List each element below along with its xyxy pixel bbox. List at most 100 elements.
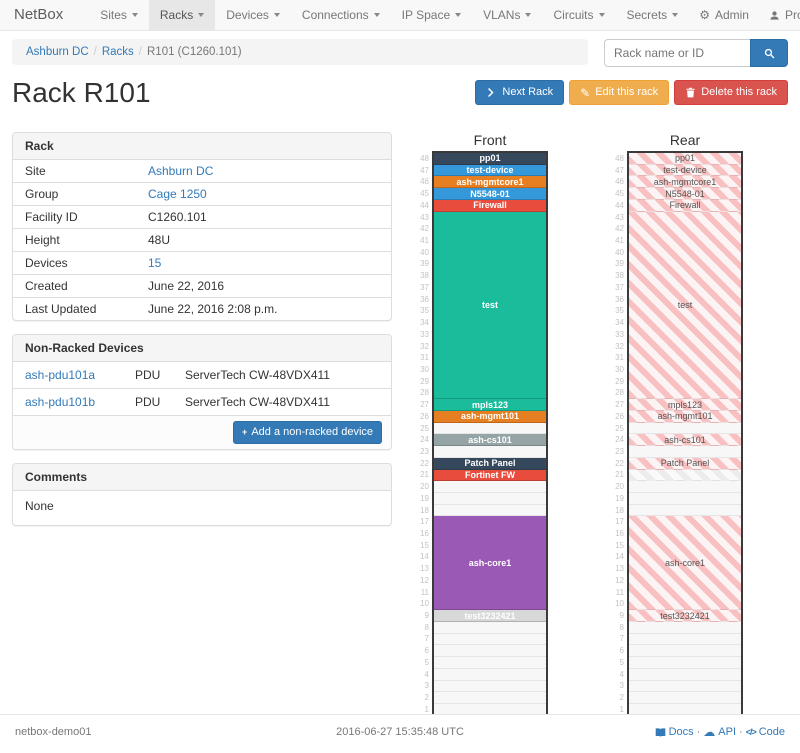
chevron-down-icon — [525, 13, 532, 17]
rack-device-slot[interactable]: Firewall — [629, 199, 741, 212]
rack-empty-slot — [629, 633, 741, 646]
unit-number: 43 — [615, 212, 624, 222]
rack-empty-slot — [629, 504, 741, 517]
comments-body: None — [25, 499, 54, 514]
rack-device-slot[interactable]: test3232421 — [434, 610, 546, 622]
search-button[interactable] — [750, 39, 788, 67]
breadcrumb-separator: / — [138, 46, 142, 58]
rack-device-slot[interactable]: ash-mgmt101 — [434, 410, 546, 423]
rack-device-slot[interactable]: test — [629, 211, 741, 400]
unit-number: 16 — [420, 529, 429, 538]
nav-item-circuits[interactable]: Circuits — [542, 0, 615, 30]
nav-item-secrets[interactable]: Secrets — [616, 0, 690, 30]
front-elevation-title: Front — [473, 132, 507, 148]
rack-device-slot[interactable]: test — [434, 211, 546, 400]
nav-item-racks[interactable]: Racks — [148, 0, 216, 30]
docs-link[interactable]: Docs — [655, 726, 694, 738]
rack-device-slot[interactable]: test-device — [629, 164, 741, 177]
footer-link-label: Code — [758, 726, 786, 738]
device-name-link[interactable]: ash-pdu101a — [25, 368, 96, 382]
rack-empty-slot — [629, 657, 741, 669]
unit-number: 5 — [424, 657, 429, 667]
rack-device-slot[interactable]: ash-cs101 — [434, 434, 546, 447]
unit-number: 38 — [615, 271, 624, 281]
front-unit-numbers: 48 47 46 45 44 43 42 41 40 39 38 37 36 35 34 33 32 31 30 29… — [409, 153, 429, 716]
device-name-link[interactable]: ash-pdu101b — [25, 395, 96, 409]
device-label: pp01 — [479, 153, 501, 164]
unit-number: 13 — [615, 564, 624, 574]
rack-empty-slot — [434, 493, 546, 505]
rack-empty-slot — [434, 481, 546, 494]
rack-device-slot[interactable]: Firewall — [434, 199, 546, 212]
rack-device-slot[interactable]: ash-mgmtcore1 — [629, 176, 741, 189]
api-link[interactable]: ☁ API — [703, 726, 736, 738]
unit-number: 1 — [424, 704, 429, 714]
device-label: ash-cs101 — [468, 434, 512, 445]
rack-empty-slot — [434, 680, 546, 693]
nav-item-profile[interactable]: Profile — [759, 0, 800, 30]
rack-device-slot[interactable]: test-device — [434, 164, 546, 177]
rack-device-slot[interactable]: Fortinet FW — [434, 469, 546, 482]
rack-device-slot[interactable]: ash-core1 — [629, 516, 741, 611]
rack-panel-title: Rack — [13, 133, 391, 160]
attribute-value[interactable]: Cage 1250 — [148, 187, 207, 201]
nonracked-panel-footer: + Add a non-racked device — [13, 415, 391, 450]
rack-device-slot[interactable]: test3232421 — [629, 610, 741, 622]
next-rack-button[interactable]: Next Rack — [475, 80, 565, 106]
nav-item-vlans[interactable]: VLANs — [472, 0, 542, 30]
rack-empty-slot — [629, 446, 741, 458]
delete-this-rack-button[interactable]: Delete this rack — [674, 80, 788, 106]
rack-device-slot[interactable]: mpls123 — [434, 399, 546, 411]
unit-number: 48 — [615, 154, 624, 163]
device-label: ash-cs101 — [664, 434, 706, 445]
add-nonracked-device-button[interactable]: + Add a non-racked device — [233, 421, 382, 445]
device-label: pp01 — [674, 153, 696, 164]
rack-empty-slot — [434, 422, 546, 435]
rack-device-slot[interactable]: ash-mgmt101 — [629, 410, 741, 423]
device-label: N5548-01 — [470, 188, 510, 199]
rack-empty-slot — [629, 692, 741, 705]
rack-device-slot[interactable]: N5548-01 — [629, 188, 741, 200]
attribute-value[interactable]: Ashburn DC — [148, 164, 214, 178]
code-link[interactable]: </> Code — [746, 726, 785, 738]
nav-item-devices[interactable]: Devices — [215, 0, 291, 30]
breadcrumb-item[interactable]: Racks — [101, 46, 134, 58]
nav-item-ip-space[interactable]: IP Space — [391, 0, 472, 30]
rack-device-slot[interactable]: ash-core1 — [434, 516, 546, 611]
attribute-value[interactable]: 15 — [148, 256, 162, 270]
device-label: test — [677, 299, 693, 310]
breadcrumb-item[interactable]: Ashburn DC — [26, 46, 89, 58]
rack-device-slot[interactable]: Patch Panel — [434, 457, 546, 470]
nav-item-connections[interactable]: Connections — [291, 0, 391, 30]
rack-device-slot[interactable]: mpls123 — [629, 399, 741, 411]
brand[interactable]: NetBox — [14, 6, 64, 23]
device-label: ash-mgmt101 — [657, 411, 713, 422]
rack-device-slot[interactable]: N5548-01 — [434, 188, 546, 200]
rack-device-slot[interactable]: ash-mgmtcore1 — [434, 176, 546, 189]
rack-attribute-row: Group Cage 1250 — [13, 182, 391, 205]
rack-device-slot[interactable]: ash-cs101 — [629, 434, 741, 447]
unit-number: 45 — [420, 189, 429, 199]
rack-device-slot[interactable]: Patch Panel — [629, 457, 741, 470]
rack-device-slot[interactable]: pp01 — [434, 153, 546, 165]
footer-separator: · — [739, 726, 743, 738]
chevron-down-icon — [598, 13, 605, 17]
edit-this-rack-button[interactable]: ✎ Edit this rack — [569, 80, 670, 106]
button-label: Edit this rack — [595, 86, 659, 98]
rack-attribute-row: Site Ashburn DC — [13, 160, 391, 182]
unit-number: 23 — [420, 446, 429, 456]
unit-number: 22 — [420, 458, 429, 468]
unit-number: 45 — [615, 189, 624, 199]
chevron-right-icon — [486, 87, 497, 98]
search-input[interactable] — [604, 39, 750, 67]
nonracked-device-row: ash-pdu101b PDU ServerTech CW-48VDX411 — [13, 388, 391, 415]
unit-number: 34 — [420, 318, 429, 328]
rack-device-slot[interactable]: pp01 — [629, 153, 741, 165]
unit-number: 40 — [420, 247, 429, 257]
unit-number: 44 — [420, 200, 429, 210]
nav-item-sites[interactable]: Sites — [89, 0, 149, 30]
rear-elevation-title: Rear — [669, 132, 701, 148]
nonracked-panel-title: Non-Racked Devices — [13, 335, 391, 362]
nav-item-admin[interactable]: ⚙ Admin — [689, 0, 759, 30]
rack-attribute-row: Devices 15 — [13, 251, 391, 274]
